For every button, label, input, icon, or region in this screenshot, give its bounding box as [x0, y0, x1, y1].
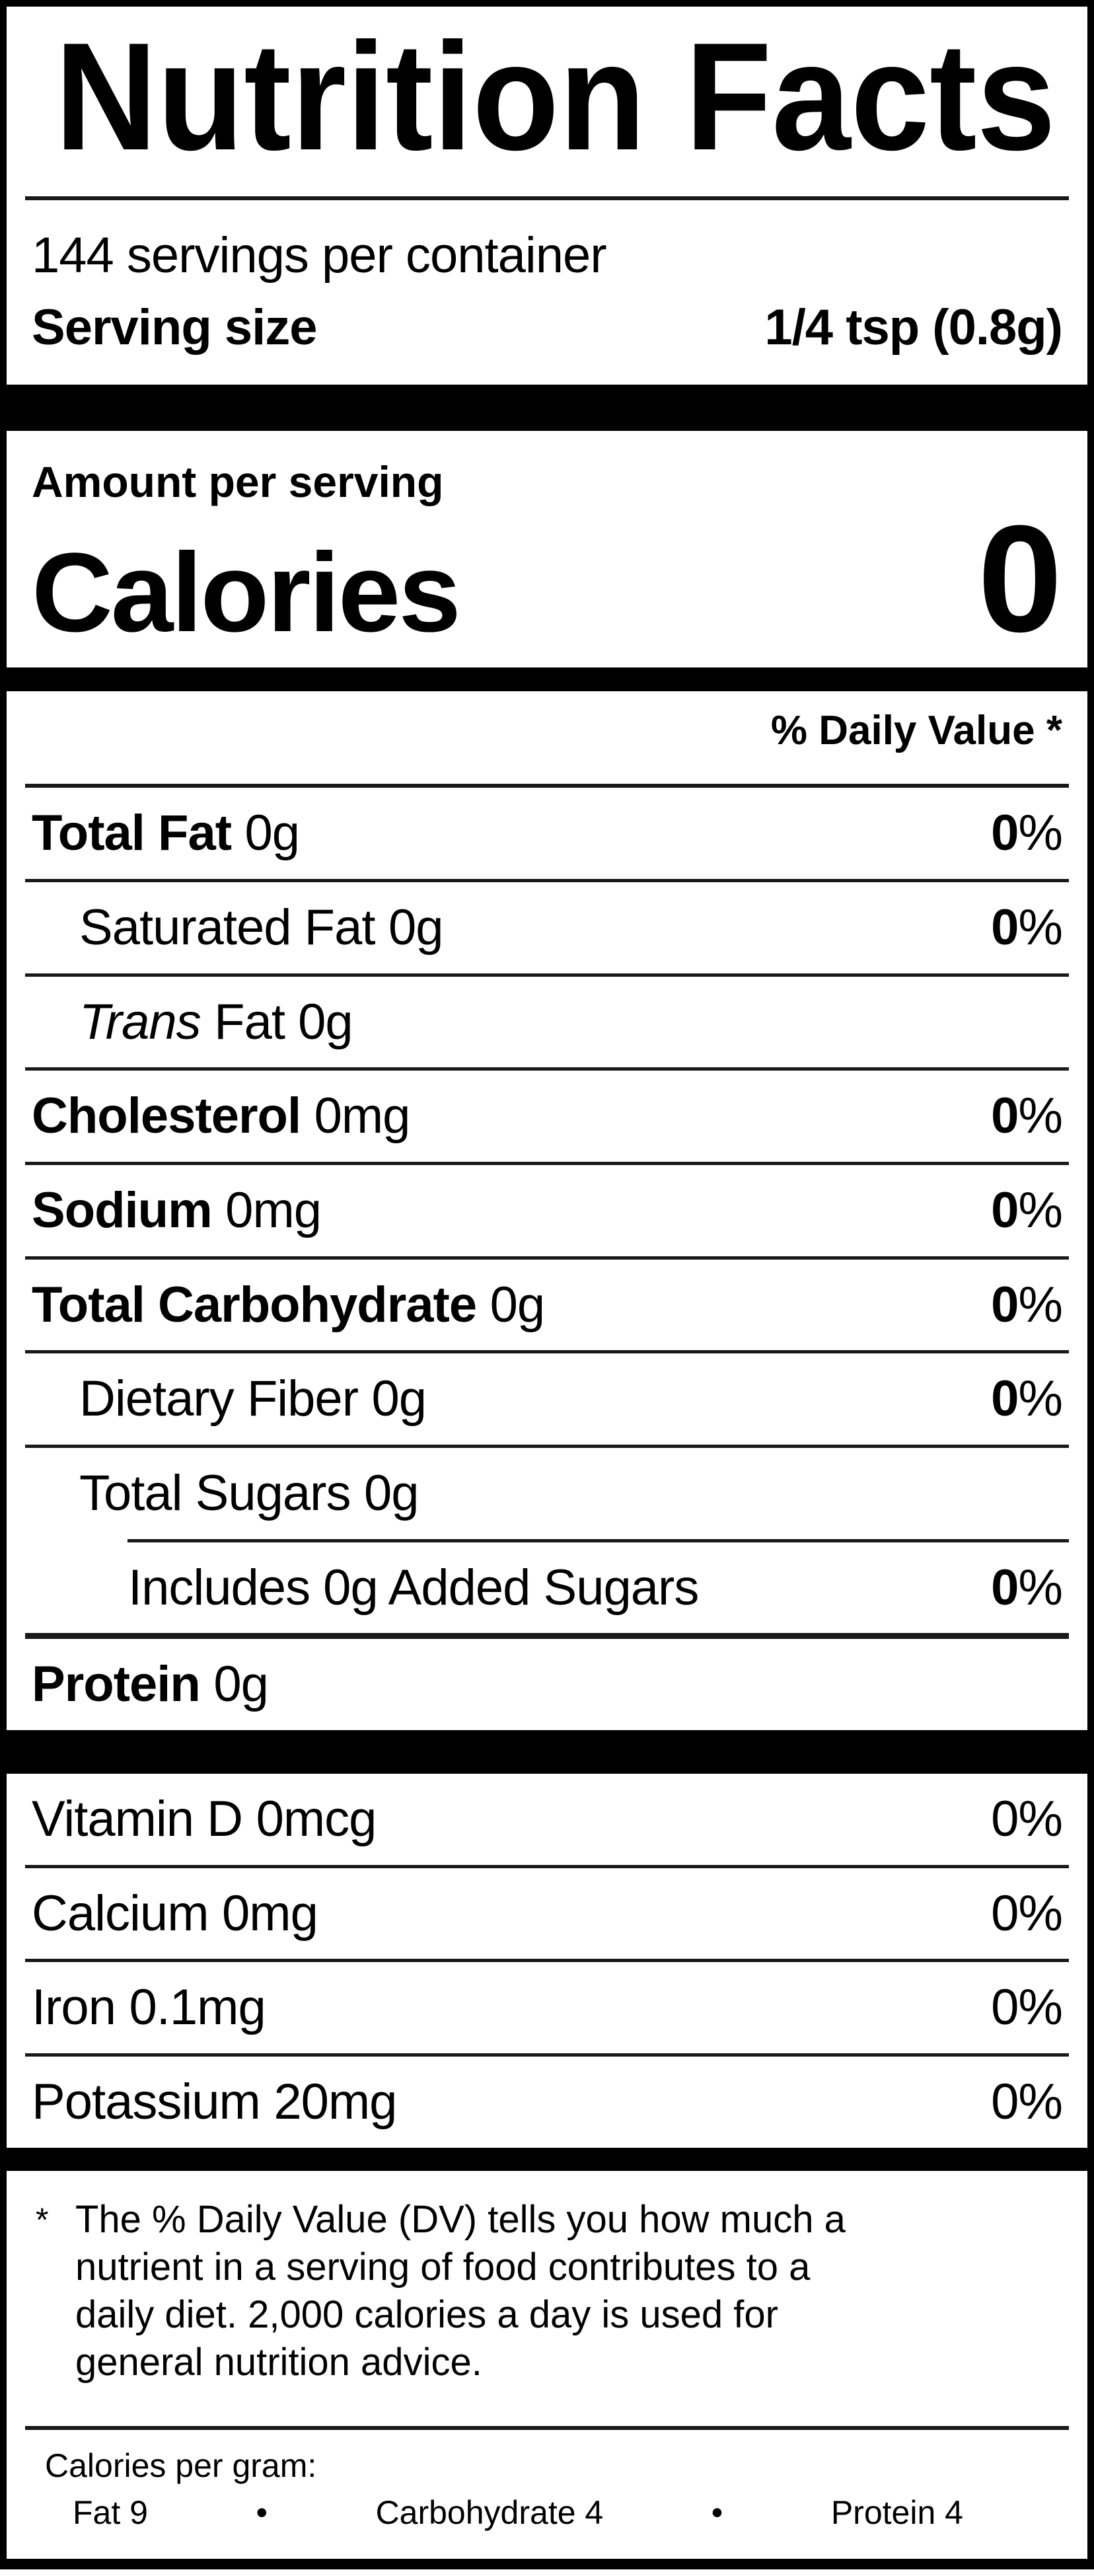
page-title: Nutrition Facts [55, 38, 1056, 156]
nutrient-name: Total Sugars [79, 1464, 351, 1521]
cpg-carbohydrate: Carbohydrate 4 [375, 2494, 604, 2532]
nutrient-amount: 0mg [222, 1885, 318, 1942]
nutrient-name: Total Fat [32, 805, 232, 862]
nutrient-dv: 0% [991, 1088, 1063, 1145]
vitamin-row-calcium: Calcium 0mg 0% [25, 1868, 1069, 1963]
nutrient-name: Cholesterol [32, 1088, 301, 1145]
vitamin-row-iron: Iron 0.1mg 0% [25, 1962, 1069, 2057]
daily-value-header: % Daily Value * [770, 708, 1062, 754]
vitamin-row-vitamin-d: Vitamin D 0mcg 0% [25, 1774, 1069, 1868]
nutrient-amount: 0mg [314, 1088, 411, 1145]
nutrient-row-protein: Protein 0g [25, 1639, 1069, 1730]
nutrient-amount: 0.1mg [129, 1979, 266, 2036]
cpg-fat: Fat 9 [73, 2494, 148, 2532]
nutrient-dv: 0% [991, 1182, 1063, 1238]
nutrient-dv: 0% [991, 805, 1063, 862]
amount-per-serving-label: Amount per serving [32, 457, 444, 506]
nutrient-dv: 0% [991, 1790, 1063, 1847]
nutrient-row-total-carbohydrate: Total Carbohydrate 0g 0% [25, 1260, 1069, 1354]
vitamin-row-potassium: Potassium 20mg 0% [25, 2057, 1069, 2148]
nutrient-amount: 0g [213, 1656, 269, 1713]
nutrient-amount: 0g [363, 1464, 419, 1521]
nutrient-dv: 0% [991, 2073, 1063, 2130]
nutrient-name: Iron [32, 1979, 116, 2036]
nutrient-dv: 0% [991, 1276, 1063, 1333]
nutrient-dv: 0% [991, 1371, 1063, 1427]
nutrient-name: Saturated Fat [79, 899, 375, 956]
nutrient-name: Total Carbohydrate [32, 1276, 477, 1333]
calories-label: Calories [32, 529, 461, 656]
label-title-svg: Nutrition Facts [55, 11, 1056, 182]
serving-size-value: 1/4 tsp (0.8g) [764, 299, 1063, 356]
nutrient-name: Sodium [32, 1182, 213, 1238]
daily-value-footnote: * The % Daily Value (DV) tells you how m… [25, 2171, 1069, 2386]
nutrient-row-trans-fat: Trans Fat 0g [25, 977, 1069, 1071]
thick-bar [7, 1729, 1087, 1774]
nutrient-name: Calcium [32, 1885, 209, 1942]
calories-per-gram-row: Fat 9 • Carbohydrate 4 • Protein 4 [25, 2494, 1069, 2532]
nutrient-amount: 0g [388, 899, 444, 956]
cpg-protein: Protein 4 [830, 2494, 963, 2532]
nutrient-amount: 0g [371, 1371, 427, 1427]
nutrient-row-saturated-fat: Saturated Fat 0g 0% [25, 882, 1069, 977]
footnote-asterisk: * [36, 2201, 49, 2238]
nutrient-row-total-sugars: Total Sugars 0g [25, 1448, 1069, 1539]
calories-value: 0 [978, 493, 1062, 663]
nutrient-amount: 0g [244, 805, 301, 862]
nutrient-name: Includes 0g Added Sugars [128, 1559, 699, 1616]
nutrient-dv: 0% [991, 1979, 1063, 2036]
label-title-block: Nutrition Facts [25, 11, 1069, 182]
nutrient-amount: 0mcg [256, 1790, 377, 1847]
nutrient-row-added-sugars: Includes 0g Added Sugars 0% [25, 1542, 1069, 1640]
nutrient-name: Vitamin D [32, 1790, 243, 1847]
nutrient-row-dietary-fiber: Dietary Fiber 0g 0% [25, 1353, 1069, 1448]
divider [25, 2425, 1069, 2430]
nutrient-dv: 0% [991, 899, 1063, 956]
footnote-text: The % Daily Value (DV) tells you how muc… [75, 2197, 846, 2384]
medium-bar [7, 2147, 1087, 2171]
nutrient-row-cholesterol: Cholesterol 0mg 0% [25, 1071, 1069, 1165]
divider-indented [128, 1538, 1069, 1542]
divider [25, 196, 1069, 200]
nutrient-amount: 0mg [225, 1182, 322, 1238]
nutrient-row-total-fat: Total Fat 0g 0% [25, 788, 1069, 882]
bullet-icon: • [256, 2494, 268, 2532]
divider [25, 784, 1069, 788]
medium-bar [7, 667, 1087, 692]
calories-per-gram-heading: Calories per gram: [45, 2446, 317, 2484]
servings-per-container: 144 servings per container [32, 227, 607, 284]
nutrient-amount: 0g [490, 1276, 546, 1333]
nutrient-amount: 20mg [274, 2073, 397, 2130]
nutrient-name: Dietary Fiber [79, 1371, 359, 1427]
serving-size-row: Serving size 1/4 tsp (0.8g) [25, 299, 1069, 356]
bullet-icon: • [711, 2494, 723, 2532]
nutrient-name: Protein [32, 1656, 201, 1713]
nutrient-amount: Fat 0g [214, 993, 353, 1050]
nutrient-dv: 0% [991, 1559, 1063, 1616]
nutrient-dv: 0% [991, 1885, 1063, 1942]
calories-row: Calories 0 [25, 493, 1069, 663]
thick-bar [7, 384, 1087, 431]
nutrient-row-sodium: Sodium 0mg 0% [25, 1165, 1069, 1260]
nutrient-name: Potassium [32, 2073, 261, 2130]
serving-size-label: Serving size [32, 299, 318, 356]
nutrient-name: Trans [79, 993, 201, 1050]
